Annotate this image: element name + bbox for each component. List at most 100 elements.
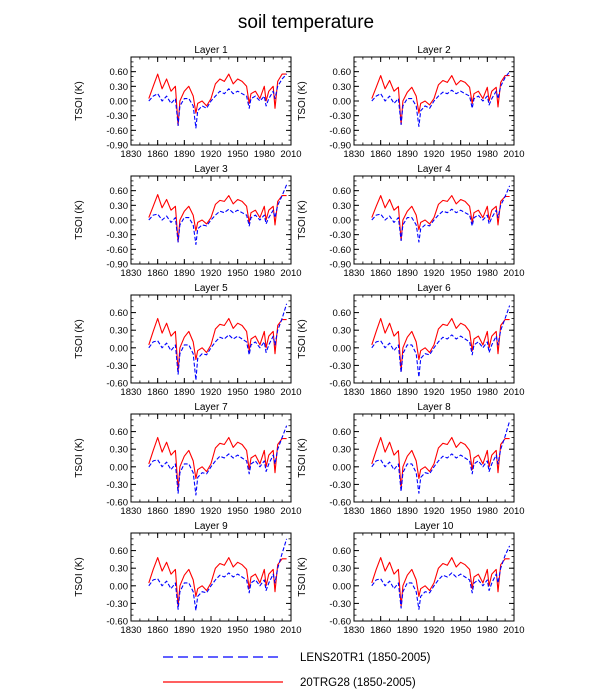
y-axis-label: TSOI (K) [74,200,85,239]
y-tick-label: 0.00 [110,343,129,354]
x-tick-label: 1980 [254,268,275,279]
y-axis-label: TSOI (K) [297,557,308,596]
x-tick-label: 1920 [200,149,221,160]
y-tick-label: 0.60 [333,427,352,438]
series-line-20trg28 [371,195,510,242]
y-tick-label: 0.30 [333,564,352,575]
y-tick-label: -0.60 [329,126,351,137]
x-tick-label: 1920 [200,387,221,398]
y-tick-label: 0.30 [110,201,129,212]
panel-layer-3: Layer 3 TSOI (K) 1830 1860 1890 1920 1950 1980 2… [74,164,302,279]
plot-frame [130,175,292,265]
legend: LENS20TR1 (1850-2005) 20TRG28 (1850-2005… [163,652,431,689]
y-tick-label: -0.30 [106,480,128,491]
y-tick-label: 0.00 [333,343,352,354]
x-tick-label: 1830 [120,268,141,279]
y-tick-label: -0.30 [329,599,351,610]
x-tick-label: 1860 [370,387,391,398]
x-tick-label: 1920 [200,506,221,517]
x-tick-label: 1950 [450,506,471,517]
x-tick-label: 2010 [280,625,301,636]
x-tick-label: 1890 [397,625,418,636]
x-tick-label: 2010 [503,268,524,279]
series-line-lens20tr1 [371,305,511,378]
panel-title: Layer 3 [194,164,228,175]
series-line-lens20tr1 [148,425,288,496]
x-tick-label: 1980 [477,268,498,279]
y-tick-label: -0.60 [329,617,351,628]
x-tick-label: 1950 [227,149,248,160]
plot-frame [130,413,292,503]
series-line-20trg28 [371,557,510,607]
panel-layer-6: Layer 6 TSOI (K) 1830 1860 1890 1920 1950 1980 2… [297,283,525,398]
y-tick-label: 0.60 [333,67,352,78]
y-tick-label: -0.30 [106,230,128,241]
x-tick-label: 1830 [343,149,364,160]
y-tick-label: 0.60 [110,186,129,197]
series-line-lens20tr1 [148,184,288,245]
series-line-lens20tr1 [371,420,511,494]
y-tick-label: -0.90 [329,141,351,152]
x-tick-label: 1830 [343,268,364,279]
y-tick-label: 0.00 [110,581,129,592]
panel-title: Layer 8 [417,402,451,413]
panel-title: Layer 5 [194,283,228,294]
panel-title: Layer 1 [194,45,228,56]
series-line-lens20tr1 [371,185,511,243]
series-line-lens20tr1 [371,71,511,127]
plot-frame [130,294,292,384]
series-line-20trg28 [371,75,510,126]
panel-layer-7: Layer 7 TSOI (K) 1830 1860 1890 1920 1950 1980 2… [74,402,302,517]
y-tick-label: 0.30 [333,201,352,212]
x-tick-label: 1980 [477,149,498,160]
y-tick-label: -0.90 [106,141,128,152]
x-tick-label: 1920 [423,149,444,160]
x-tick-label: 2010 [280,268,301,279]
y-tick-label: 0.60 [333,308,352,319]
y-axis-label: TSOI (K) [74,81,85,120]
x-tick-label: 1830 [120,387,141,398]
x-tick-label: 1890 [397,149,418,160]
y-tick-label: -0.60 [329,379,351,390]
y-tick-label: -0.60 [106,126,128,137]
series-line-lens20tr1 [148,73,288,129]
x-tick-label: 1830 [343,387,364,398]
x-tick-label: 1860 [147,149,168,160]
x-tick-label: 2010 [503,149,524,160]
y-tick-label: -0.60 [106,245,128,256]
y-tick-label: 0.30 [110,445,129,456]
x-tick-label: 1890 [174,506,195,517]
x-tick-label: 1860 [147,625,168,636]
x-tick-label: 1830 [343,506,364,517]
x-tick-label: 1860 [147,387,168,398]
x-tick-label: 1860 [370,625,391,636]
y-tick-label: 0.60 [110,546,129,557]
y-tick-label: 0.00 [110,462,129,473]
panel-layer-4: Layer 4 TSOI (K) 1830 1860 1890 1920 1950 1980 2… [297,164,525,279]
y-tick-label: 0.30 [333,445,352,456]
panel-layer-9: Layer 9 TSOI (K) 1830 1860 1890 1920 1950 1980 2… [74,521,302,636]
panel-layer-10: Layer 10 TSOI (K) 1830 1860 1890 1920 1950 1980… [297,521,525,636]
x-tick-label: 1890 [397,387,418,398]
x-tick-label: 1860 [370,268,391,279]
x-tick-label: 2010 [503,625,524,636]
y-tick-label: 0.60 [110,308,129,319]
y-tick-label: 0.00 [333,216,352,227]
y-tick-label: -0.60 [329,498,351,509]
plot-frame [130,532,292,622]
x-tick-label: 1920 [423,268,444,279]
x-tick-label: 1950 [227,625,248,636]
y-tick-label: -0.30 [106,599,128,610]
y-axis-label: TSOI (K) [297,438,308,477]
y-tick-label: 0.00 [333,581,352,592]
series-line-20trg28 [148,557,287,607]
x-tick-label: 1830 [120,625,141,636]
panel-title: Layer 9 [194,521,228,532]
y-tick-label: 0.00 [333,97,352,108]
y-tick-label: 0.60 [333,546,352,557]
series-line-20trg28 [148,73,287,126]
panel-title: Layer 7 [194,402,228,413]
y-axis-label: TSOI (K) [297,200,308,239]
x-tick-label: 1860 [147,506,168,517]
